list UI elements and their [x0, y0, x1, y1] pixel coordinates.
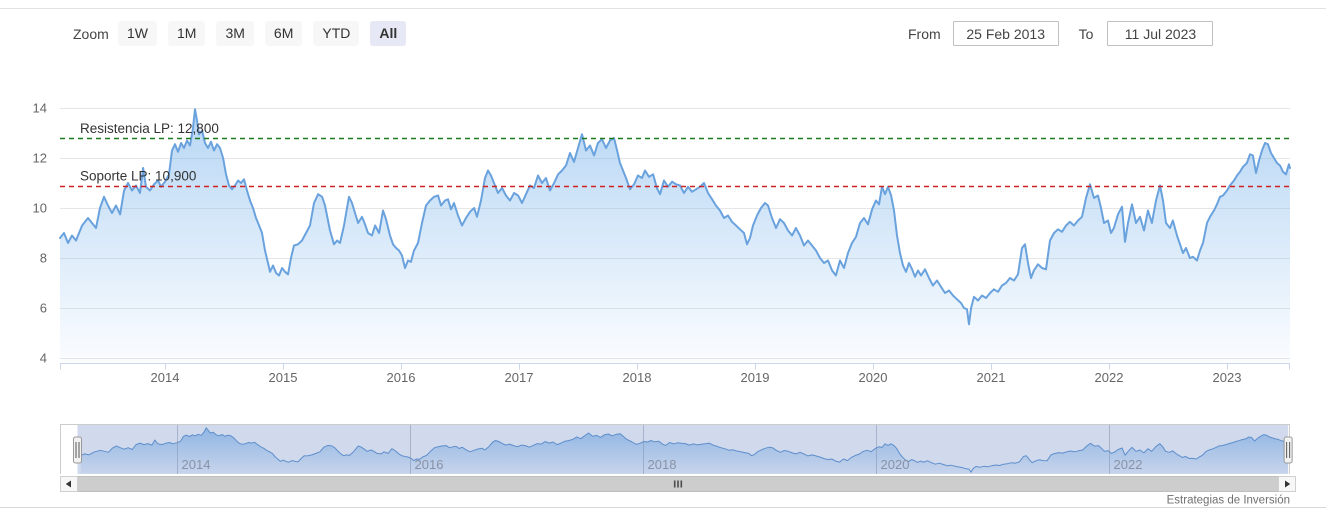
price-line	[59, 108, 1291, 326]
bottom-divider	[0, 507, 1326, 508]
navigator-area-fill	[80, 427, 1289, 474]
resistance-label: Resistencia LP: 12,800	[80, 121, 219, 136]
zoom-button-1w[interactable]: 1W	[118, 21, 157, 46]
x-axis-label: 2017	[505, 370, 534, 385]
navigator-line	[80, 427, 1289, 473]
zoom-buttons: 1W 1M 3M 6M YTD All	[118, 21, 407, 46]
x-axis-label: 2014	[151, 370, 180, 385]
from-label: From	[908, 25, 941, 42]
zoom-button-6m[interactable]: 6M	[264, 21, 303, 46]
price-area-fill	[60, 109, 1290, 363]
x-axis-label: 2018	[623, 370, 652, 385]
scrollbar-right-button[interactable]	[1278, 476, 1296, 492]
y-axis-label: 12	[33, 151, 47, 166]
y-axis-label: 4	[40, 351, 47, 366]
navigator-right-handle[interactable]	[1283, 436, 1293, 464]
navigator-year-label: 2014	[182, 457, 211, 472]
to-label: To	[1078, 25, 1094, 42]
y-axis-label: 8	[40, 251, 47, 266]
navigator-mask[interactable]	[77, 425, 1289, 474]
navigator-year-label: 2016	[415, 457, 444, 472]
credits-link[interactable]: Estrategias de Inversión	[1167, 495, 1290, 507]
navigator-year-label: 2018	[648, 457, 677, 472]
navigator-year-label: 2022	[1114, 457, 1143, 472]
zoom-button-all[interactable]: All	[370, 21, 407, 46]
x-axis-label: 2023	[1213, 370, 1242, 385]
y-axis-label: 14	[33, 101, 47, 116]
navigator-left-handle[interactable]	[72, 436, 82, 464]
zoom-button-ytd[interactable]: YTD	[313, 21, 360, 46]
zoom-label: Zoom	[73, 26, 109, 42]
y-axis-label: 10	[33, 201, 47, 216]
y-axis-label: 6	[40, 301, 47, 316]
zoom-button-1m[interactable]: 1M	[168, 21, 206, 46]
zoom-button-3m[interactable]: 3M	[216, 21, 254, 46]
x-axis-label: 2020	[859, 370, 888, 385]
scrollbar-thumb[interactable]	[77, 476, 1279, 492]
right-arrow-icon	[1285, 480, 1291, 488]
to-date-input[interactable]	[1107, 21, 1214, 46]
x-axis-label: 2016	[387, 370, 416, 385]
navigator-year-label: 2020	[881, 457, 910, 472]
top-divider	[0, 8, 1326, 9]
x-axis-label: 2015	[269, 370, 298, 385]
x-axis-label: 2022	[1095, 370, 1124, 385]
chart-overlays: Resistencia LP: 12,800 Soporte LP: 10,90…	[80, 121, 1290, 507]
scrollbar-left-button[interactable]	[60, 476, 78, 492]
date-range-selector: From To	[908, 21, 1214, 46]
chart-generated-content: 4 6 8 10 12 14 2014 2015 2016 2017 2018 2019 2020 202…	[33, 101, 1296, 492]
left-arrow-icon	[65, 480, 71, 488]
support-label: Soporte LP: 10,900	[80, 169, 196, 184]
from-date-input[interactable]	[952, 21, 1059, 46]
x-axis-label: 2021	[977, 370, 1006, 385]
x-axis-label: 2019	[741, 370, 770, 385]
